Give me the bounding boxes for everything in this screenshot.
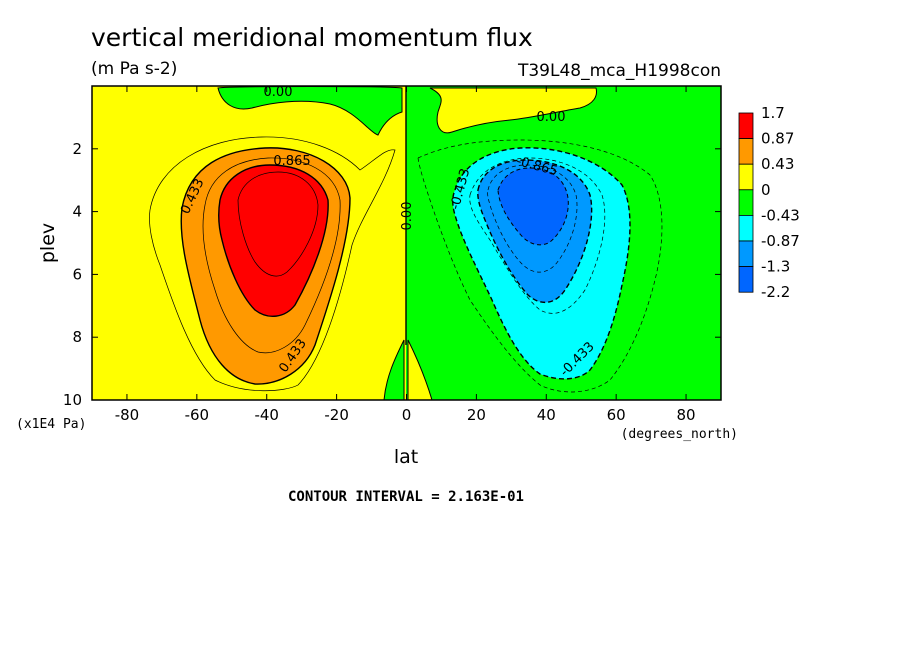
x-axis-units: (degrees_north)	[621, 427, 738, 442]
x-tick-label-3: -20	[324, 406, 349, 424]
legend-swatch-3	[738, 189, 754, 216]
legend-label-0: 1.7	[761, 104, 785, 122]
y-tick-label-1: 4	[72, 203, 82, 221]
x-tick-label-7: 60	[607, 406, 626, 424]
legend-swatch-2	[738, 163, 754, 191]
contour-label-5: 0.865	[273, 154, 310, 169]
color-legend: 1.7 0.87 0.43 0 -0.43 -0.87 -1.3 -2.2	[738, 104, 800, 301]
chart-title: vertical meridional momentum flux	[91, 23, 533, 52]
legend-label-5: -0.87	[761, 232, 800, 250]
legend-label-3: 0	[761, 181, 771, 199]
x-axis-ticks: -80 -60 -40 -20 0 20 40 60 80	[115, 86, 696, 424]
x-axis-label: lat	[394, 446, 418, 468]
x-tick-label-8: 80	[677, 406, 696, 424]
positive-contour-5	[237, 171, 319, 277]
plot-area: 0.00 0.00 0.00 0.433 0.865 0.433 -0.433 …	[92, 85, 721, 400]
dataset-label: T39L48_mca_H1998con	[517, 61, 721, 81]
y-tick-label-0: 2	[72, 140, 82, 158]
legend-label-7: -2.2	[761, 283, 790, 301]
x-tick-label-5: 20	[467, 406, 486, 424]
negative-contour-5	[487, 164, 578, 273]
y-tick-label-2: 6	[72, 265, 82, 283]
legend-swatch-5	[738, 240, 754, 268]
legend-label-2: 0.43	[761, 155, 794, 173]
x-tick-label-2: -40	[254, 406, 279, 424]
positive-contour-4	[217, 164, 329, 317]
contour-interval-note: CONTOUR INTERVAL = 2.163E-01	[288, 489, 524, 505]
y-tick-label-4: 10	[63, 391, 82, 409]
legend-label-4: -0.43	[761, 206, 800, 224]
contour-label-1: 0.00	[264, 85, 293, 100]
positive-contour-1	[149, 136, 396, 392]
y-tick-label-3: 8	[72, 328, 82, 346]
top-positive-lobe	[429, 87, 597, 134]
legend-swatch-4	[738, 214, 754, 242]
negative-contour-6	[497, 167, 569, 246]
y-axis-units: (x1E4 Pa)	[16, 417, 86, 432]
y-axis-ticks: 2 4 6 8 10	[63, 140, 721, 409]
x-tick-label-6: 40	[537, 406, 556, 424]
negative-contour-1	[417, 139, 663, 393]
x-tick-label-0: -80	[115, 406, 140, 424]
contour-label-3: 0.00	[400, 202, 415, 231]
chart-units: (m Pa s-2)	[91, 59, 177, 79]
legend-swatch-6	[738, 266, 754, 293]
legend-swatch-1	[738, 138, 754, 165]
legend-label-1: 0.87	[761, 130, 794, 148]
positive-contour-3	[202, 157, 341, 354]
bottom-negative-strip	[383, 339, 405, 400]
legend-label-6: -1.3	[761, 258, 790, 276]
contour-label-2: 0.00	[537, 110, 566, 125]
x-tick-label-4: 0	[402, 406, 412, 424]
y-axis-label: plev	[37, 223, 59, 263]
x-tick-label-1: -60	[185, 406, 210, 424]
negative-contour-3	[469, 157, 606, 314]
legend-swatch-0	[738, 112, 754, 140]
